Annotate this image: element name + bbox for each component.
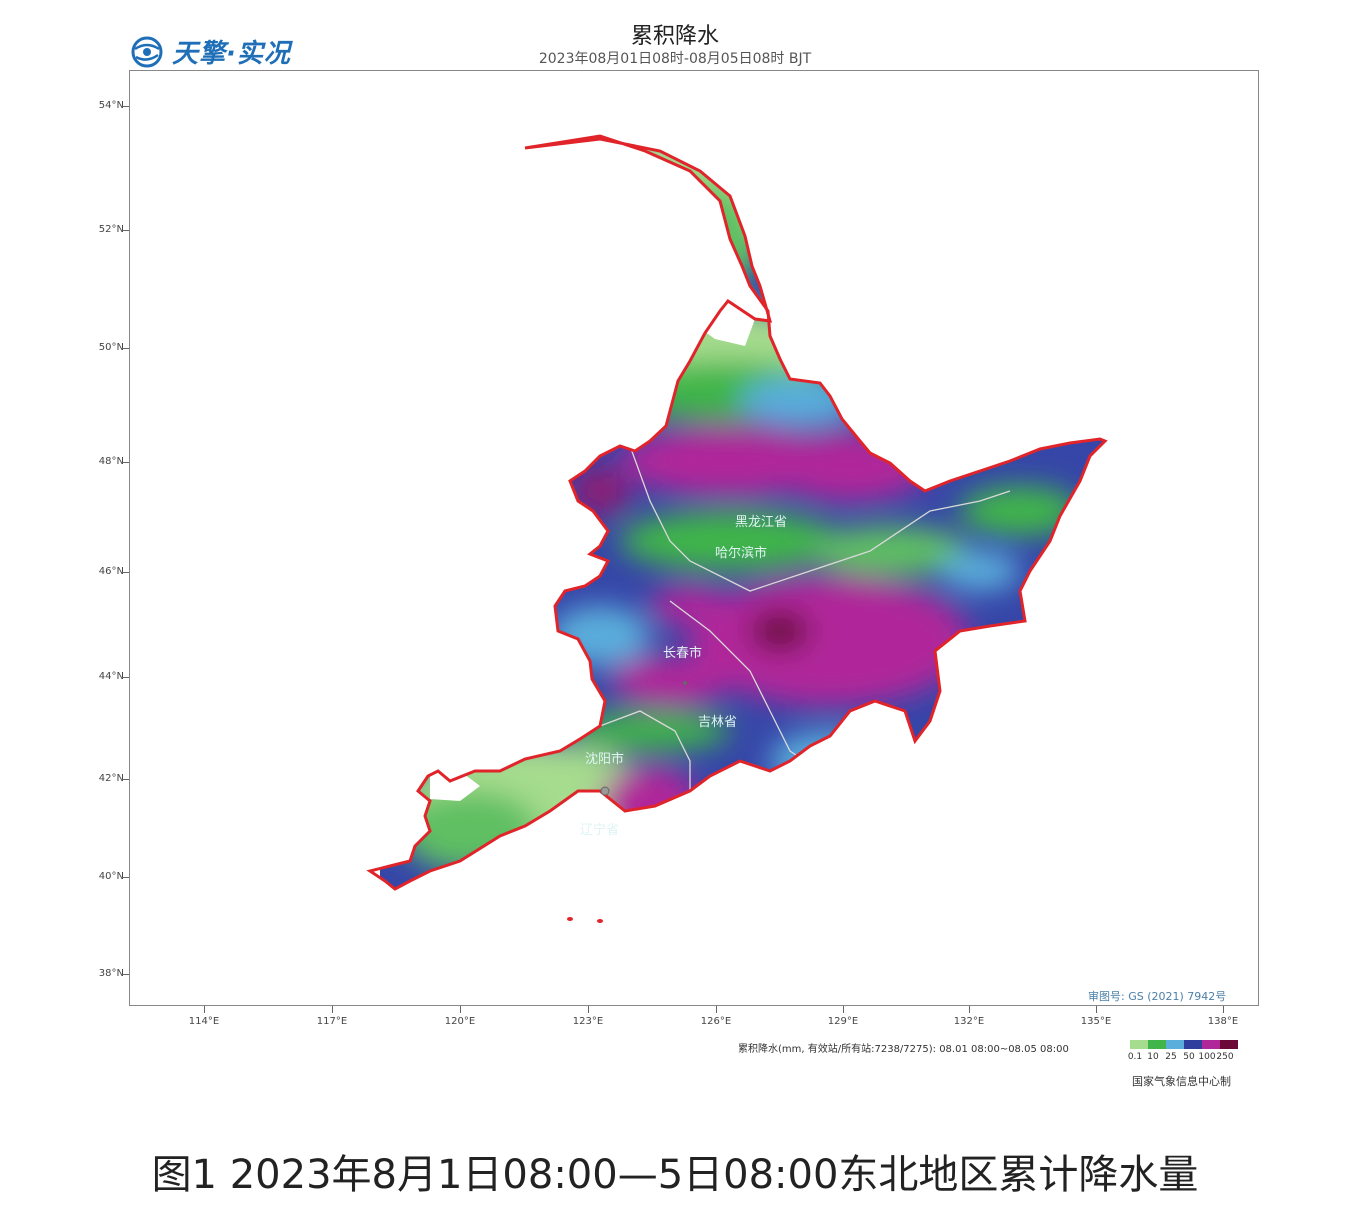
lat-tick bbox=[122, 677, 129, 678]
legend-label: 100 bbox=[1198, 1052, 1216, 1062]
globe-icon bbox=[131, 36, 163, 67]
lat-label: 50°N bbox=[98, 342, 124, 353]
legend-swatch bbox=[1202, 1040, 1220, 1049]
shenyang-marker bbox=[600, 786, 610, 796]
label-liaoning: 辽宁省 bbox=[580, 822, 619, 838]
producer-credit: 国家气象信息中心制 bbox=[1132, 1075, 1231, 1088]
legend-swatch bbox=[1148, 1040, 1166, 1049]
legend-label: 0.1 bbox=[1127, 1052, 1143, 1062]
legend-color-bar bbox=[1130, 1040, 1238, 1049]
map-title: 累积降水 bbox=[630, 24, 719, 49]
legend-label: 250 bbox=[1216, 1052, 1234, 1062]
lon-tick bbox=[332, 1006, 333, 1013]
legend-swatch bbox=[1130, 1040, 1148, 1049]
lat-label: 40°N bbox=[98, 871, 124, 882]
map-frame: 黑龙江省 哈尔滨市 长春市 吉林省 沈阳市 辽宁省 bbox=[129, 70, 1259, 1006]
lat-label: 54°N bbox=[98, 100, 124, 111]
lon-tick bbox=[716, 1006, 717, 1013]
lat-tick bbox=[122, 779, 129, 780]
legend-label: 25 bbox=[1165, 1052, 1177, 1062]
lon-tick bbox=[969, 1006, 970, 1013]
legend-swatch bbox=[1166, 1040, 1184, 1049]
legend-label: 10 bbox=[1147, 1052, 1159, 1062]
lat-label: 38°N bbox=[98, 968, 124, 979]
lon-tick bbox=[460, 1006, 461, 1013]
changchun-marker bbox=[683, 681, 687, 685]
lat-label: 46°N bbox=[98, 566, 124, 577]
map-approval-number: 审图号: GS (2021) 7942号 bbox=[1088, 990, 1227, 1003]
lat-tick bbox=[122, 348, 129, 349]
lat-label: 42°N bbox=[98, 773, 124, 784]
lat-label: 44°N bbox=[98, 671, 124, 682]
lon-label: 123°E bbox=[572, 1016, 604, 1027]
logo-text: 天擎·实况 bbox=[172, 39, 291, 69]
lon-label: 120°E bbox=[444, 1016, 476, 1027]
map-subtitle: 2023年08月01日08时-08月05日08时 BJT bbox=[538, 51, 812, 67]
legend-label: 50 bbox=[1183, 1052, 1195, 1062]
lat-tick bbox=[122, 572, 129, 573]
precipitation-field bbox=[380, 136, 1105, 889]
label-harbin: 哈尔滨市 bbox=[715, 545, 767, 561]
lat-tick bbox=[122, 462, 129, 463]
legend-labels: 0.1 10 25 50 100 250 bbox=[1126, 1052, 1234, 1062]
lon-tick bbox=[204, 1006, 205, 1013]
lat-label: 48°N bbox=[98, 456, 124, 467]
lon-label: 132°E bbox=[953, 1016, 985, 1027]
lon-tick bbox=[588, 1006, 589, 1013]
lon-label: 126°E bbox=[700, 1016, 732, 1027]
lon-label: 117°E bbox=[316, 1016, 348, 1027]
legend-swatch bbox=[1220, 1040, 1238, 1049]
lat-tick bbox=[122, 974, 129, 975]
lat-label: 52°N bbox=[98, 224, 124, 235]
lat-tick bbox=[122, 106, 129, 107]
lon-tick bbox=[843, 1006, 844, 1013]
lat-tick bbox=[122, 230, 129, 231]
lon-label: 135°E bbox=[1080, 1016, 1112, 1027]
lon-tick bbox=[1223, 1006, 1224, 1013]
label-shenyang: 沈阳市 bbox=[585, 751, 624, 767]
lon-label: 114°E bbox=[188, 1016, 220, 1027]
lat-tick bbox=[122, 877, 129, 878]
lon-tick bbox=[1096, 1006, 1097, 1013]
lon-label: 129°E bbox=[827, 1016, 859, 1027]
legend-title: 累积降水(mm, 有效站/所有站:7238/7275): 08.01 08:00… bbox=[738, 1044, 1069, 1055]
label-jilin: 吉林省 bbox=[698, 715, 737, 730]
label-changchun: 长春市 bbox=[663, 645, 702, 661]
legend-swatch bbox=[1184, 1040, 1202, 1049]
logo: 天擎·实况 bbox=[130, 33, 291, 70]
precipitation-map: 黑龙江省 哈尔滨市 长春市 吉林省 沈阳市 辽宁省 bbox=[368, 134, 1107, 923]
figure-caption: 图1 2023年8月1日08:00—5日08:00东北地区累计降水量 bbox=[151, 1152, 1199, 1198]
label-heilongjiang: 黑龙江省 bbox=[735, 515, 787, 530]
lon-label: 138°E bbox=[1207, 1016, 1239, 1027]
